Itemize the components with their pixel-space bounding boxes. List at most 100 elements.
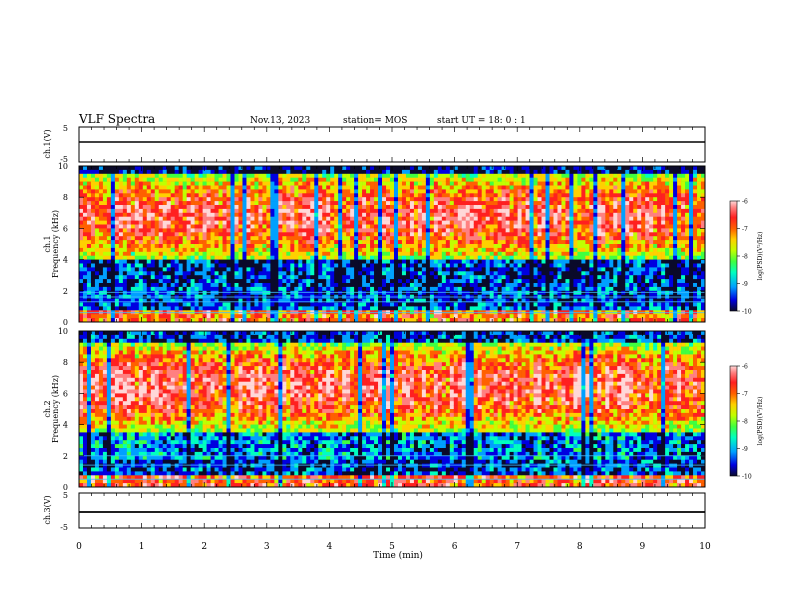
spectrogram-cell — [138, 220, 144, 225]
spectrogram-cell — [270, 193, 275, 198]
spectrogram-cell — [94, 177, 100, 182]
spectrogram-cell — [230, 216, 235, 221]
spectrogram-cell — [545, 166, 550, 171]
spectrogram-cell — [234, 193, 239, 198]
spectrogram-cell — [86, 232, 92, 237]
spectrogram-cell — [82, 306, 88, 311]
spectrogram-cell — [346, 251, 351, 256]
spectrogram-cell — [390, 208, 395, 214]
spectrogram-cell — [330, 193, 335, 198]
spectrogram-cell — [238, 290, 243, 295]
spectrogram-cell — [521, 236, 526, 241]
spectrogram-cell — [194, 189, 199, 194]
spectrogram-cell — [122, 271, 128, 276]
spectrogram-cell — [166, 205, 172, 210]
spectrogram-cell — [298, 283, 303, 288]
spectrogram-cell — [194, 259, 199, 264]
spectrogram-cell — [513, 189, 518, 194]
spectrogram-cell — [549, 283, 554, 288]
spectrogram-cell — [222, 205, 227, 210]
spectrogram-cell — [130, 283, 136, 288]
spectrogram-cell — [405, 259, 411, 264]
spectrogram-cell — [162, 283, 168, 288]
spectrogram-cell — [222, 177, 227, 182]
spectrogram-cell — [425, 275, 431, 280]
spectrogram-cell — [390, 216, 395, 221]
spectrogram-cell — [441, 302, 447, 307]
spectrogram-cell — [449, 279, 455, 284]
spectrogram-cell — [497, 208, 502, 214]
spectrogram-cell — [469, 318, 475, 323]
spectrogram-cell — [401, 306, 407, 311]
spectrogram-cell — [298, 224, 303, 229]
spectrogram-cell — [473, 216, 479, 221]
spectrogram-cell — [310, 216, 315, 221]
spectrogram-cell — [214, 185, 219, 190]
spectrogram-cell — [146, 205, 152, 210]
spectrogram-cell — [170, 177, 175, 182]
spectrogram-cell — [501, 189, 506, 194]
spectrogram-cell — [202, 259, 207, 264]
spectrogram-cell — [242, 181, 247, 186]
spectrogram-cell — [481, 166, 486, 171]
spectrogram-cell — [346, 197, 351, 202]
spectrogram-cell — [553, 247, 558, 253]
spectrogram-cell — [202, 286, 207, 292]
spectrogram-cell — [513, 166, 518, 171]
spectrogram-cell — [306, 286, 311, 292]
spectrogram-cell — [178, 240, 183, 245]
spectrogram-cell — [126, 181, 132, 186]
spectrogram-cell — [370, 306, 375, 311]
spectrogram-cell — [302, 216, 307, 221]
spectrogram-cell — [114, 279, 120, 284]
spectrogram-cell — [230, 267, 235, 272]
spectrogram-cell — [561, 220, 566, 225]
spectrogram-cell — [541, 240, 546, 245]
spectrogram-cell — [110, 228, 116, 233]
spectrogram-cell — [206, 205, 211, 210]
spectrogram-cell — [90, 173, 96, 178]
spectrogram-cell — [102, 259, 108, 264]
spectrogram-cell — [473, 298, 479, 303]
spectrogram-cell — [194, 275, 199, 280]
spectrogram-cell — [154, 283, 160, 288]
spectrogram-cell — [226, 236, 231, 241]
spectrogram-cell — [142, 208, 148, 214]
spectrogram-cell — [461, 205, 467, 210]
spectrogram-cell — [537, 193, 542, 198]
spectrogram-cell — [382, 290, 387, 295]
spectrogram-cell — [453, 263, 459, 268]
spectrogram-cell — [290, 205, 295, 210]
spectrogram-cell — [525, 208, 530, 214]
spectrogram-cell — [366, 267, 371, 272]
spectrogram-cell — [90, 236, 96, 241]
spectrogram-cell — [222, 197, 227, 202]
spectrogram-cell — [433, 318, 439, 323]
spectrogram-cell — [533, 173, 538, 178]
spectrogram-cell — [274, 263, 279, 268]
spectrogram-cell — [214, 275, 219, 280]
spectrogram-cell — [533, 283, 538, 288]
spectrogram-cell — [86, 173, 92, 178]
spectrogram-cell — [433, 244, 439, 249]
spectrogram-cell — [226, 318, 231, 323]
spectrogram-cell — [421, 318, 427, 323]
spectrogram-cell — [142, 290, 148, 295]
spectrogram-cell — [206, 290, 211, 295]
spectrogram-cell — [174, 279, 179, 284]
spectrogram-cell — [146, 228, 152, 233]
spectrogram-cell — [517, 306, 522, 311]
spectrogram-cell — [270, 173, 275, 178]
spectrogram-cell — [282, 267, 287, 272]
spectrogram-cell — [401, 232, 407, 237]
spectrogram-cell — [390, 267, 395, 272]
spectrogram-cell — [326, 318, 331, 323]
spectrogram-cell — [238, 185, 243, 190]
spectrogram-cell — [437, 275, 443, 280]
spectrogram-cell — [405, 169, 411, 175]
spectrogram-cell — [549, 201, 554, 206]
spectrogram-cell — [569, 244, 574, 249]
spectrogram-cell — [254, 255, 259, 260]
spectrogram-cell — [417, 290, 423, 295]
spectrogram-cell — [473, 193, 479, 198]
